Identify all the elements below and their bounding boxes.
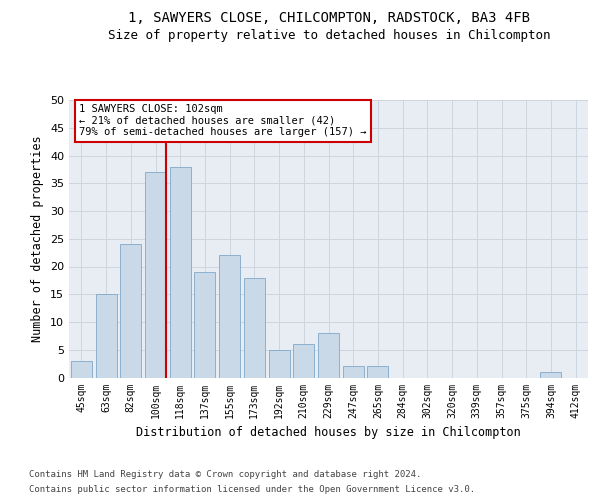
Bar xyxy=(95,294,116,378)
Text: 1 SAWYERS CLOSE: 102sqm
← 21% of detached houses are smaller (42)
79% of semi-de: 1 SAWYERS CLOSE: 102sqm ← 21% of detache… xyxy=(79,104,367,138)
Bar xyxy=(120,244,141,378)
Bar xyxy=(71,361,92,378)
Bar xyxy=(269,350,290,378)
Text: 1, SAWYERS CLOSE, CHILCOMPTON, RADSTOCK, BA3 4FB: 1, SAWYERS CLOSE, CHILCOMPTON, RADSTOCK,… xyxy=(128,11,530,25)
Text: Distribution of detached houses by size in Chilcompton: Distribution of detached houses by size … xyxy=(136,426,521,439)
Y-axis label: Number of detached properties: Number of detached properties xyxy=(31,136,44,342)
Bar xyxy=(194,272,215,378)
Text: Size of property relative to detached houses in Chilcompton: Size of property relative to detached ho… xyxy=(107,29,550,42)
Bar xyxy=(343,366,364,378)
Bar xyxy=(541,372,562,378)
Bar xyxy=(170,166,191,378)
Bar xyxy=(145,172,166,378)
Bar xyxy=(244,278,265,378)
Text: Contains public sector information licensed under the Open Government Licence v3: Contains public sector information licen… xyxy=(29,485,475,494)
Bar xyxy=(367,366,388,378)
Bar xyxy=(293,344,314,378)
Bar xyxy=(219,256,240,378)
Text: Contains HM Land Registry data © Crown copyright and database right 2024.: Contains HM Land Registry data © Crown c… xyxy=(29,470,421,479)
Bar xyxy=(318,333,339,378)
